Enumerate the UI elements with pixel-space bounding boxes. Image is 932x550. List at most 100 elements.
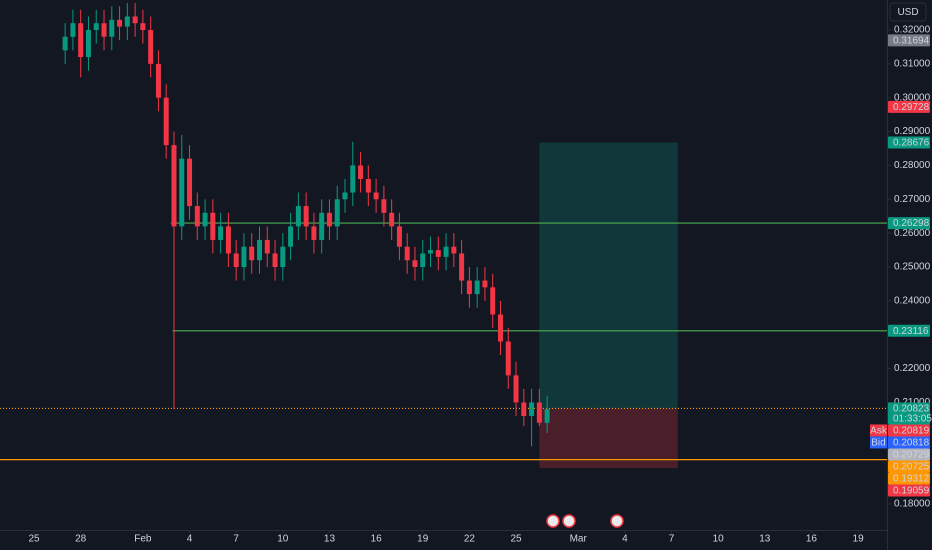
price-tag-name-box (870, 436, 887, 449)
price-tag (888, 448, 930, 461)
candle-body (529, 402, 535, 416)
candle-body (350, 165, 356, 193)
candle-body (381, 199, 387, 213)
y-tick-label: 0.30000 (894, 92, 931, 103)
candle-body (459, 253, 465, 281)
x-tick-label: 10 (277, 534, 289, 545)
candle-body (373, 192, 379, 200)
candle-body (171, 145, 177, 227)
event-flag[interactable] (546, 514, 560, 528)
candle-body (342, 192, 348, 200)
candle-body (513, 375, 519, 403)
event-flag[interactable] (562, 514, 576, 528)
candle-body (443, 246, 449, 257)
candle-body (194, 206, 200, 227)
x-tick-label: 25 (28, 534, 40, 545)
price-tag (888, 424, 930, 437)
candle-body (109, 19, 115, 37)
price-tag-label: 0.23116 (893, 326, 929, 337)
candle-body (264, 239, 270, 254)
candle-body (303, 206, 309, 227)
candle-body (101, 23, 107, 37)
candle-body (148, 29, 154, 64)
y-tick-label: 0.22000 (894, 363, 931, 374)
event-flag[interactable] (610, 514, 624, 528)
candle-body (365, 178, 371, 193)
candle-body (179, 158, 185, 227)
currency-label: USD (897, 7, 918, 18)
candle-body (93, 23, 99, 30)
price-tag-label: 0.20823 (893, 404, 930, 415)
x-tick-label: 4 (187, 534, 193, 545)
candle-body (428, 250, 434, 254)
price-tag (888, 402, 930, 425)
y-tick-label: 0.18000 (894, 499, 931, 510)
price-tag (888, 460, 930, 473)
candle-body (412, 260, 418, 268)
candle-body (311, 226, 317, 240)
candle-body (163, 97, 169, 146)
candle-body (140, 23, 146, 30)
candle-body (202, 212, 208, 227)
candle-body (536, 402, 542, 423)
x-tick-label: 25 (510, 534, 522, 545)
candle-body (85, 29, 91, 58)
price-tag (888, 136, 930, 149)
x-tick-label: 28 (75, 534, 87, 545)
price-tag-label: 0.29728 (893, 102, 930, 113)
loss-zone (539, 408, 678, 469)
candle-body (78, 23, 84, 58)
candle-body (62, 36, 68, 51)
candle-body (358, 165, 364, 179)
x-tick-label: 13 (324, 534, 336, 545)
candle-body (124, 16, 130, 27)
price-tag (888, 34, 930, 47)
candle-body (404, 246, 410, 261)
candle-body (155, 63, 161, 98)
price-tag (888, 484, 930, 497)
candle-body (396, 226, 402, 247)
price-axis: 0.32000 0.31000 0.30000 0.29000 0.28000 0.270… (870, 25, 932, 510)
candle-body (280, 246, 286, 268)
x-tick-label: 16 (371, 534, 383, 545)
candle-body (505, 341, 511, 376)
x-tick-label: Mar (570, 534, 588, 545)
price-tag (888, 436, 930, 449)
candle-body (295, 206, 301, 227)
candle-body (334, 199, 340, 227)
plot-area (0, 2, 887, 469)
price-tag-timer: 01:33:05 (893, 414, 932, 425)
candle-body (474, 280, 480, 295)
candle-body (319, 212, 325, 240)
candle-body (435, 250, 441, 257)
price-tag-label: 0.26298 (893, 218, 930, 229)
candle-body (210, 212, 216, 240)
candle-body (466, 280, 472, 295)
price-tag (888, 324, 930, 337)
currency-box[interactable] (889, 2, 927, 22)
candle-body (256, 239, 262, 261)
y-tick-label: 0.26000 (894, 228, 931, 239)
candle-body (233, 253, 239, 268)
price-tag-label: 0.20725 (893, 462, 930, 473)
y-tick-label: 0.28000 (894, 160, 931, 171)
candle-body (117, 19, 123, 27)
candle-body (249, 246, 255, 261)
x-tick-label: 19 (417, 534, 429, 545)
price-tag-name-box (870, 424, 887, 437)
price-tag-label: 0.31694 (893, 36, 930, 47)
candle-body (272, 253, 278, 268)
price-tag-label: 0.19059 (893, 486, 930, 497)
y-tick-label: 0.31000 (894, 58, 931, 69)
price-tag (888, 217, 930, 230)
x-tick-label: Feb (134, 534, 152, 545)
candle-body (451, 246, 457, 254)
price-tag-label: 0.28676 (893, 138, 930, 149)
price-tag-label: 0.20819 (893, 426, 930, 437)
candle-body (218, 226, 224, 240)
y-tick-label: 0.27000 (894, 194, 931, 205)
price-tag-name: Bid (871, 438, 885, 449)
